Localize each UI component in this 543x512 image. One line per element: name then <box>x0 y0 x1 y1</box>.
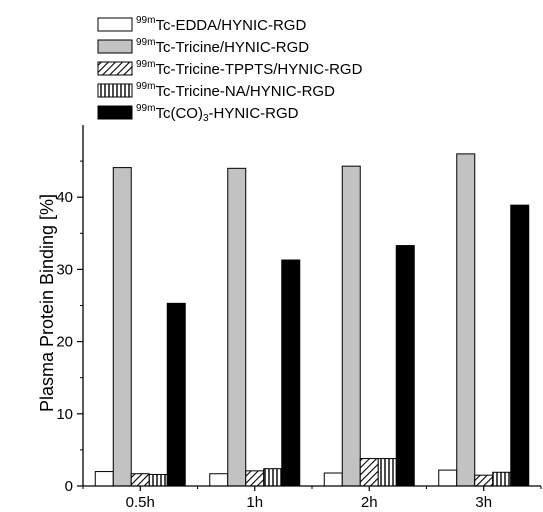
y-tick-label: 20 <box>56 334 73 351</box>
bar <box>359 458 379 487</box>
bar <box>510 204 530 487</box>
legend-swatch <box>97 17 133 32</box>
legend-label: 99mTc-Tricine-NA/HYNIC-RGD <box>136 81 335 100</box>
x-tick-label: 0.5h <box>126 494 155 511</box>
legend-swatch <box>97 105 133 120</box>
bar <box>166 302 186 487</box>
axes-group: 0.5h 1h 2h 3h 0 10 20 30 40 <box>56 125 542 511</box>
bar <box>263 468 283 487</box>
bar <box>395 245 415 487</box>
bar <box>209 473 229 487</box>
bar <box>94 471 114 487</box>
bar <box>227 167 247 487</box>
y-tick-label: 10 <box>56 406 73 423</box>
legend-swatch <box>97 61 133 76</box>
y-tick-label: 0 <box>65 478 73 495</box>
x-tick-label: 2h <box>361 494 378 511</box>
legend-swatch <box>97 83 133 98</box>
bar <box>474 474 494 487</box>
legend-label: 99mTc(CO)3-HYNIC-RGD <box>136 103 299 124</box>
bar <box>492 471 512 487</box>
x-tick-label: 1h <box>246 494 263 511</box>
legend: 99mTc-EDDA/HYNIC-RGD 99mTc-Tricine/HYNIC-… <box>97 15 363 124</box>
bar <box>130 473 150 487</box>
y-tick-label: 40 <box>56 189 73 206</box>
bar <box>281 259 301 487</box>
legend-label: 99mTc-Tricine/HYNIC-RGD <box>136 37 309 56</box>
x-tick-label: 3h <box>475 494 492 511</box>
bars-group <box>94 153 530 487</box>
bar <box>456 153 476 487</box>
bar <box>112 167 132 487</box>
legend-label: 99mTc-EDDA/HYNIC-RGD <box>136 15 306 34</box>
legend-label: 99mTc-Tricine-TPPTS/HYNIC-RGD <box>136 59 363 78</box>
bar <box>148 473 168 487</box>
bar <box>323 472 343 487</box>
bar <box>245 470 265 487</box>
y-axis-title: Plasma Protein Binding [%] <box>37 194 57 412</box>
bar <box>438 469 458 487</box>
legend-swatch <box>97 39 133 54</box>
bar <box>377 458 397 487</box>
bar <box>341 165 361 487</box>
y-tick-label: 30 <box>56 261 73 278</box>
